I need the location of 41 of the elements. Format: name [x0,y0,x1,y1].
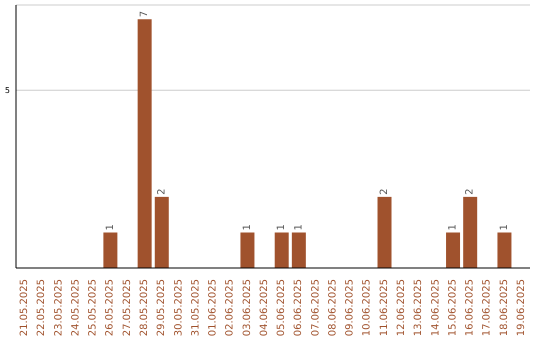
x-tick-label: 02.06.2025 [224,279,236,336]
x-tick-label: 06.06.2025 [293,279,304,336]
x-tick-label: 26.05.2025 [104,279,116,336]
x-tick-label: 25.05.2025 [88,279,99,336]
data-label: 1 [498,224,510,230]
data-label: 1 [293,224,304,230]
x-tick-label: 23.05.2025 [53,279,64,336]
y-tick-label: 5 [4,86,10,95]
x-tick-label: 10.06.2025 [362,279,373,336]
x-tick-label: 28.05.2025 [139,279,150,336]
x-tick-label: 09.06.2025 [344,279,356,336]
data-label: 2 [464,188,476,195]
x-tick-label: 16.06.2025 [464,279,476,336]
data-label: 7 [139,10,150,18]
x-tick-label: 22.05.2025 [36,279,48,336]
x-tick-label: 14.06.2025 [430,279,442,336]
data-label: 1 [448,224,459,230]
x-tick-label: 11.06.2025 [378,279,390,336]
x-tick-label: 03.06.2025 [242,279,253,336]
x-tick-label: 13.06.2025 [413,279,424,336]
x-tick-label: 12.06.2025 [396,279,407,336]
x-tick-label: 19.06.2025 [516,279,527,336]
x-tick-label: 01.06.2025 [208,279,219,336]
x-tick-label: 17.06.2025 [482,279,493,336]
x-tick-label: 04.06.2025 [258,279,270,336]
x-tick-label: 15.06.2025 [447,279,458,336]
x-tick-label: 05.06.2025 [276,279,288,336]
data-label: 2 [156,188,168,195]
x-tick-label: 24.05.2025 [70,279,82,336]
data-label: 1 [104,224,116,230]
data-label: 1 [276,224,288,230]
x-tick-label: 08.06.2025 [327,279,338,336]
x-tick-label: 07.06.2025 [310,279,322,336]
x-tick-label: 21.05.2025 [19,279,30,336]
x-tick-label: 27.05.2025 [122,279,133,336]
x-tick-label: 30.05.2025 [173,279,184,336]
data-label: 2 [379,188,390,195]
x-tick-label: 31.05.2025 [190,279,202,336]
data-label: 1 [242,224,253,230]
x-tick-label: 18.06.2025 [498,279,510,336]
x-tick-label: 29.05.2025 [156,279,168,336]
